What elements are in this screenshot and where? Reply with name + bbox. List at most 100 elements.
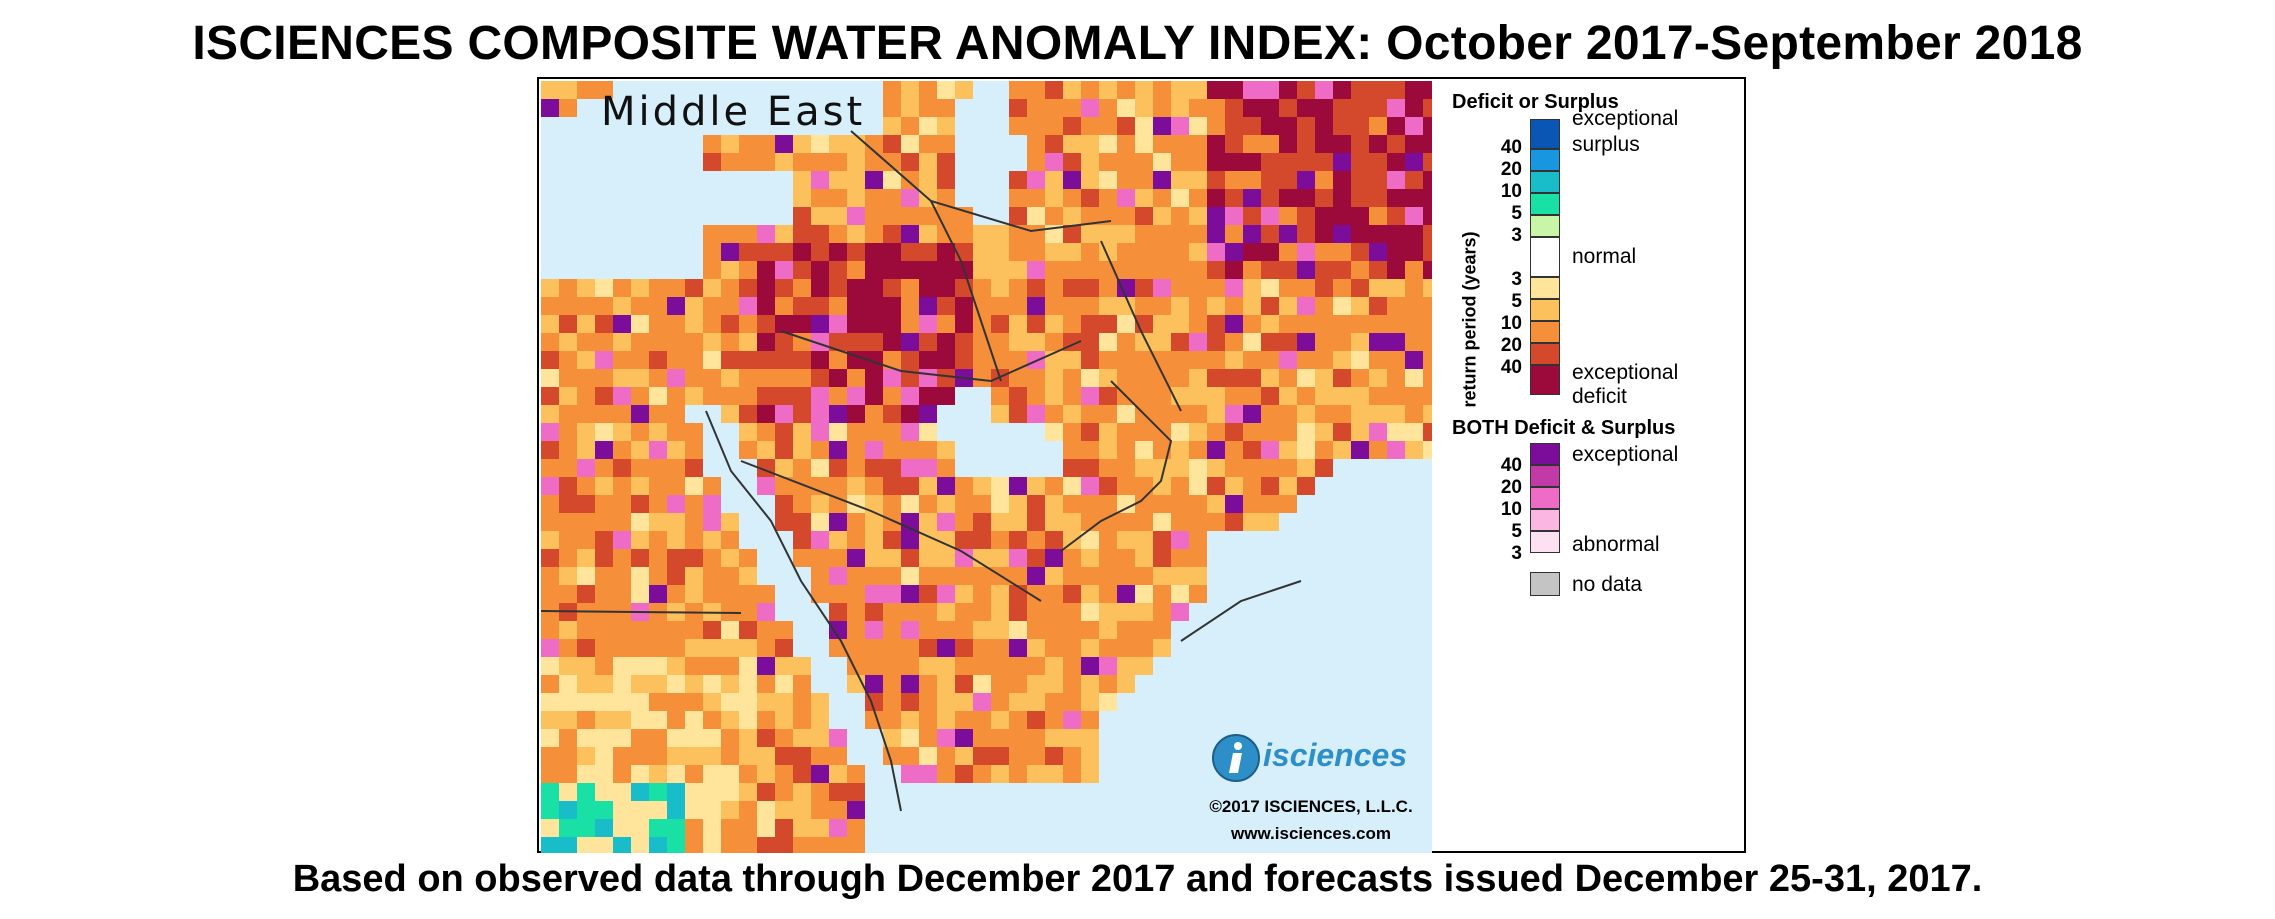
land-cell bbox=[721, 819, 739, 837]
land-cell bbox=[577, 567, 595, 585]
border-6 bbox=[1180, 580, 1302, 642]
land-cell bbox=[1261, 99, 1279, 117]
land-cell bbox=[757, 837, 775, 853]
land-cell bbox=[1081, 279, 1099, 297]
land-cell bbox=[1135, 585, 1153, 603]
land-cell bbox=[1009, 99, 1027, 117]
land-cell bbox=[1315, 171, 1333, 189]
land-cell bbox=[1405, 279, 1423, 297]
land-cell bbox=[991, 261, 1009, 279]
land-cell bbox=[1333, 99, 1351, 117]
land-cell bbox=[1261, 333, 1279, 351]
land-cell bbox=[721, 531, 739, 549]
land-cell bbox=[1081, 243, 1099, 261]
land-cell bbox=[739, 801, 757, 819]
land-cell bbox=[1045, 711, 1063, 729]
land-cell bbox=[973, 351, 991, 369]
land-cell bbox=[937, 81, 955, 99]
land-cell bbox=[649, 711, 667, 729]
land-cell bbox=[1261, 297, 1279, 315]
land-cell bbox=[1405, 351, 1423, 369]
land-cell bbox=[829, 369, 847, 387]
land-cell bbox=[883, 729, 901, 747]
land-cell bbox=[685, 387, 703, 405]
land-cell bbox=[811, 369, 829, 387]
land-cell bbox=[685, 837, 703, 853]
land-cell bbox=[1099, 207, 1117, 225]
land-cell bbox=[1225, 207, 1243, 225]
land-cell bbox=[847, 279, 865, 297]
land-cell bbox=[1063, 351, 1081, 369]
land-cell bbox=[1225, 189, 1243, 207]
land-cell bbox=[955, 585, 973, 603]
land-cell bbox=[757, 369, 775, 387]
land-cell bbox=[829, 297, 847, 315]
anomaly-map[interactable]: Middle East isciences ©2017 ISCIENCES, L… bbox=[541, 81, 1432, 853]
land-cell bbox=[1207, 423, 1225, 441]
land-cell bbox=[1027, 495, 1045, 513]
land-cell bbox=[685, 693, 703, 711]
land-cell bbox=[901, 189, 919, 207]
land-cell bbox=[793, 693, 811, 711]
land-cell bbox=[901, 225, 919, 243]
land-cell bbox=[775, 621, 793, 639]
land-cell bbox=[1225, 171, 1243, 189]
land-cell bbox=[1297, 333, 1315, 351]
land-cell bbox=[1099, 189, 1117, 207]
land-cell bbox=[919, 333, 937, 351]
land-cell bbox=[793, 549, 811, 567]
land-cell bbox=[865, 477, 883, 495]
land-cell bbox=[739, 549, 757, 567]
website-link[interactable]: www.isciences.com bbox=[1231, 824, 1391, 843]
land-cell bbox=[937, 333, 955, 351]
land-cell bbox=[1297, 261, 1315, 279]
land-cell bbox=[1153, 567, 1171, 585]
land-cell bbox=[703, 837, 721, 853]
land-cell bbox=[955, 657, 973, 675]
land-cell bbox=[901, 747, 919, 765]
land-cell bbox=[541, 81, 559, 99]
land-cell bbox=[1369, 99, 1387, 117]
land-cell bbox=[1261, 81, 1279, 99]
legend-title-deficit-surplus: Deficit or Surplus bbox=[1452, 91, 1619, 113]
land-cell bbox=[1063, 189, 1081, 207]
land-cell bbox=[613, 747, 631, 765]
land-cell bbox=[703, 693, 721, 711]
land-cell bbox=[667, 351, 685, 369]
land-cell bbox=[1135, 621, 1153, 639]
land-cell bbox=[1207, 207, 1225, 225]
land-cell bbox=[991, 639, 1009, 657]
land-cell bbox=[1009, 693, 1027, 711]
land-cell bbox=[829, 189, 847, 207]
land-cell bbox=[1009, 351, 1027, 369]
land-cell bbox=[1081, 135, 1099, 153]
land-cell bbox=[955, 621, 973, 639]
land-cell bbox=[613, 783, 631, 801]
land-cell bbox=[919, 495, 937, 513]
land-cell bbox=[1171, 351, 1189, 369]
land-cell bbox=[703, 567, 721, 585]
land-cell bbox=[973, 693, 991, 711]
land-cell bbox=[1099, 81, 1117, 99]
land-cell bbox=[937, 585, 955, 603]
land-cell bbox=[1315, 135, 1333, 153]
land-cell bbox=[793, 369, 811, 387]
land-cell bbox=[1099, 657, 1117, 675]
land-cell bbox=[991, 711, 1009, 729]
land-cell bbox=[955, 297, 973, 315]
land-cell bbox=[1063, 369, 1081, 387]
land-cell bbox=[739, 225, 757, 243]
land-cell bbox=[1261, 171, 1279, 189]
land-cell bbox=[1081, 225, 1099, 243]
land-cell bbox=[1135, 531, 1153, 549]
land-cell bbox=[1045, 621, 1063, 639]
tick-surplus-5: 5 bbox=[1511, 203, 1522, 224]
land-cell bbox=[775, 639, 793, 657]
land-cell bbox=[541, 423, 559, 441]
land-cell bbox=[847, 333, 865, 351]
land-cell bbox=[685, 585, 703, 603]
land-cell bbox=[1225, 297, 1243, 315]
land-cell bbox=[1009, 243, 1027, 261]
land-cell bbox=[1423, 81, 1432, 99]
land-cell bbox=[865, 675, 883, 693]
